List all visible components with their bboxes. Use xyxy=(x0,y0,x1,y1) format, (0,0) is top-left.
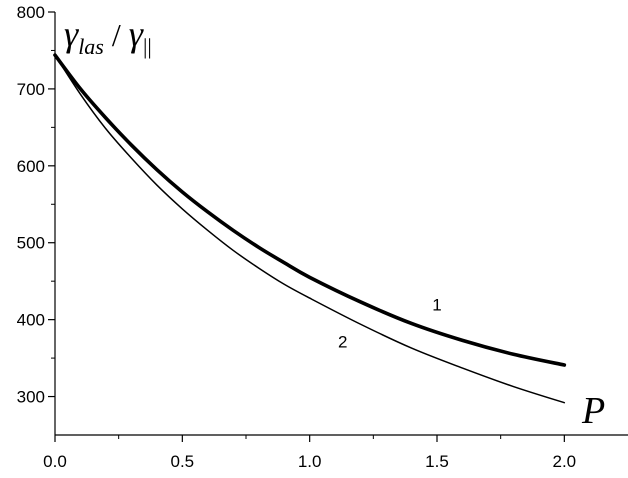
y-title-gamma: γ xyxy=(64,14,79,54)
y-axis-title: γlas / γ|| xyxy=(64,14,152,59)
series-label-1: 1 xyxy=(432,295,441,314)
series-labels: 12 xyxy=(338,295,442,351)
y-ticks: 300 400 500 600 700 800 xyxy=(17,3,55,407)
y-tick-label: 700 xyxy=(17,80,45,99)
y-tick-label: 500 xyxy=(17,234,45,253)
y-title-slash: / xyxy=(112,17,121,53)
y-title-sub-parallel: || xyxy=(143,34,152,59)
x-tick-label: 2.0 xyxy=(553,452,577,471)
axes xyxy=(54,12,628,436)
x-tick-label: 1.5 xyxy=(425,452,449,471)
y-title-gamma2: γ xyxy=(129,14,144,54)
series-line-2 xyxy=(54,54,566,404)
y-tick-label: 300 xyxy=(17,388,45,407)
x-tick-label: 0.0 xyxy=(43,452,67,471)
x-axis-title: P xyxy=(581,390,605,432)
series-lines xyxy=(53,53,567,404)
y-tick-label: 800 xyxy=(17,3,45,22)
y-tick-label: 600 xyxy=(17,157,45,176)
series-label-2: 2 xyxy=(338,332,347,351)
x-tick-label: 0.5 xyxy=(171,452,195,471)
x-tick-label: 1.0 xyxy=(298,452,322,471)
y-tick-label: 400 xyxy=(17,311,45,330)
x-ticks: 0.0 0.5 1.0 1.5 2.0 xyxy=(43,435,576,471)
y-title-sub-las: las xyxy=(78,34,104,59)
series-line-1 xyxy=(53,53,567,367)
